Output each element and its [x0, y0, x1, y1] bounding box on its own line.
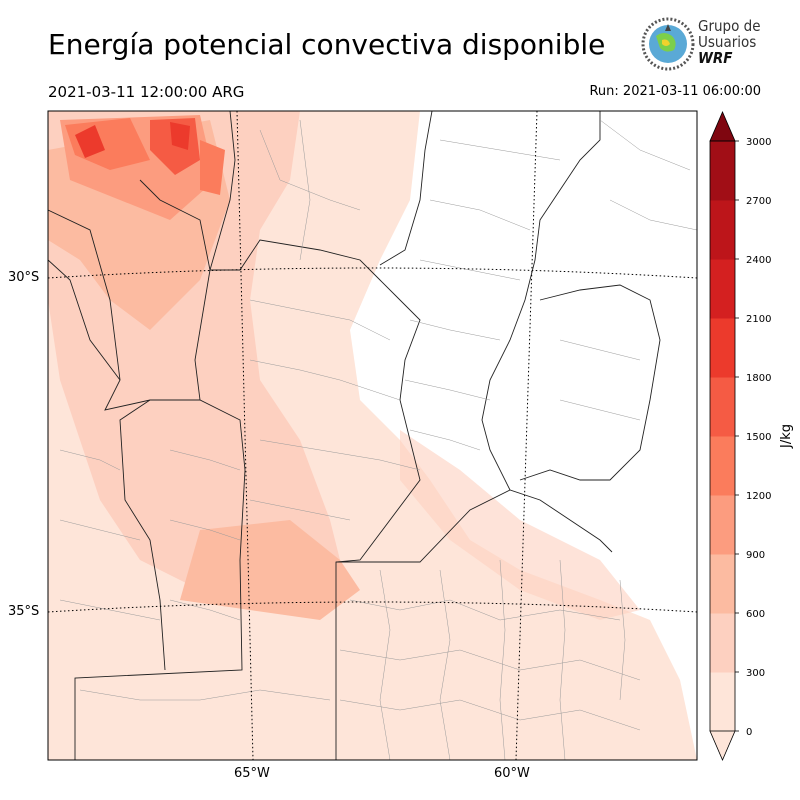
- colorbar-tick-label: 3000: [746, 137, 771, 148]
- map-title: Energía potencial convectiva disponible: [48, 28, 606, 61]
- colorbar-segment: [710, 318, 735, 378]
- colorbar-tick-label: 0: [746, 727, 752, 738]
- colorbar-tick-label: 2400: [746, 255, 771, 266]
- run-time: Run: 2021-03-11 06:00:00: [589, 84, 761, 99]
- lat-label-30s: 30°S: [8, 270, 40, 285]
- colorbar-segment: [710, 672, 735, 732]
- graticule: [48, 111, 697, 760]
- colorbar-segment: [710, 495, 735, 555]
- logo-line2: Usuarios: [698, 33, 757, 51]
- colorbar-segment: [710, 554, 735, 614]
- colorbar-tick-label: 1500: [746, 432, 771, 443]
- colorbar-segment: [710, 436, 735, 496]
- colorbar-segment: [710, 377, 735, 437]
- colorbar-tick-label: 1800: [746, 373, 771, 384]
- colorbar-extend-low: [709, 730, 736, 762]
- logo-line1: Grupo de: [698, 17, 761, 35]
- department-borders: [59, 119, 697, 760]
- logo-line3: WRF: [698, 49, 733, 67]
- province-borders: [48, 111, 661, 760]
- colorbar-tick-label: 2100: [746, 314, 771, 325]
- colorbar-tick-label: 300: [746, 668, 765, 679]
- lon-label-65w: 65°W: [234, 766, 270, 781]
- colorbar-segment: [710, 259, 735, 319]
- colorbar-tick-label: 1200: [746, 491, 771, 502]
- colorbar-tick-label: 900: [746, 550, 765, 561]
- wrf-logo: Grupo de Usuarios WRF: [638, 16, 763, 74]
- lat-label-35s: 35°S: [8, 604, 40, 619]
- colorbar-tick-label: 2700: [746, 196, 771, 207]
- colorbar-segment: [710, 613, 735, 673]
- map-frame: [47, 110, 698, 761]
- colorbar-unit-label: J/kg: [779, 424, 794, 449]
- colorbar-segment: [710, 141, 735, 201]
- valid-time: 2021-03-11 12:00:00 ARG: [48, 83, 245, 101]
- lon-label-60w: 60°W: [494, 766, 530, 781]
- cape-field: [48, 111, 697, 760]
- colorbar: 0 300 600 900 1200 1500 1800 2100 2400 2700 3000 J/…: [709, 110, 794, 762]
- logo-text: Grupo de Usuarios WRF: [698, 18, 761, 66]
- globe-icon: [641, 17, 695, 71]
- colorbar-tick-label: 600: [746, 609, 765, 620]
- colorbar-extend-high: [709, 110, 736, 142]
- colorbar-segment: [710, 200, 735, 260]
